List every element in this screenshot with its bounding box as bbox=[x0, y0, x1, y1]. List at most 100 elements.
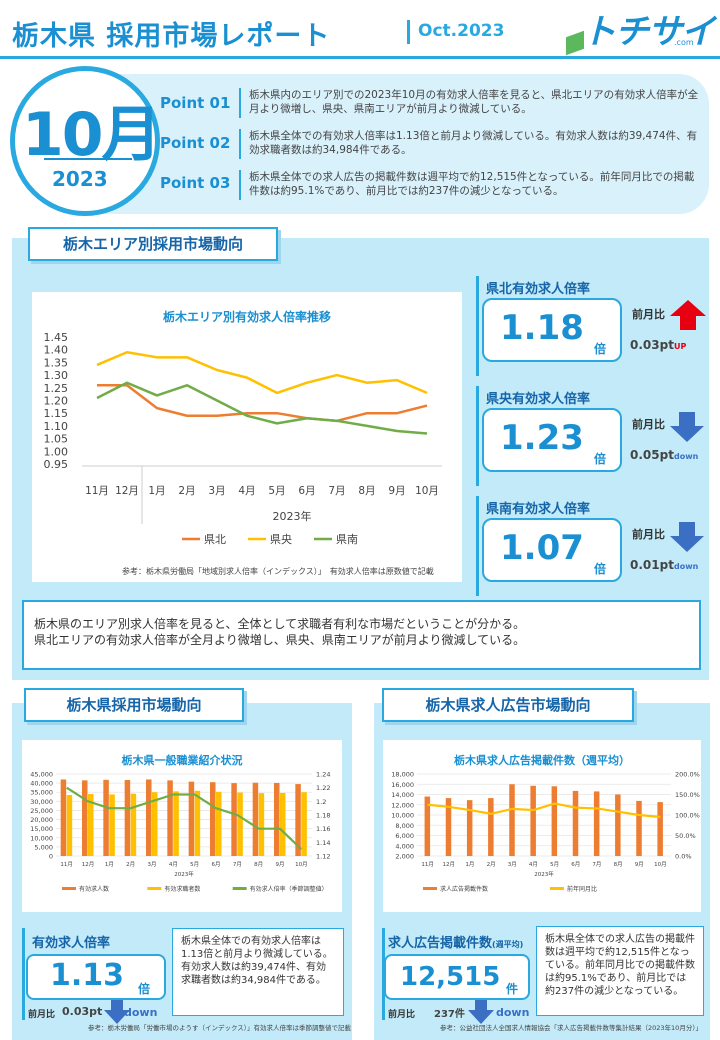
x-tick-label: 4月 bbox=[529, 861, 538, 868]
bar bbox=[88, 794, 94, 856]
y-tick-label: 1.40 bbox=[44, 344, 69, 357]
x-axis-label: 2023年 bbox=[174, 870, 194, 878]
kpi-value: 1.07 bbox=[500, 528, 584, 568]
x-tick-label: 9月 bbox=[635, 861, 644, 868]
x-tick-label: 12月 bbox=[115, 485, 139, 497]
kpi-mom-value: 0.05pt bbox=[630, 448, 674, 462]
y-tick-label: 1.05 bbox=[44, 433, 69, 446]
ads-kpi-unit: 件 bbox=[506, 982, 519, 996]
x-tick-label: 3月 bbox=[508, 861, 517, 868]
area-chart-source: 参考：栃木県労働局「地域別求人倍率（インデックス）」 有効求人倍率は原数値で記載 bbox=[122, 567, 434, 576]
employment-note: 栃木県全体での有効求人倍率は1.13倍と前月より微減している。有効求人数は約39… bbox=[172, 928, 344, 1016]
x-tick-label: 7月 bbox=[592, 861, 601, 868]
y-tick-label: 12,000 bbox=[391, 801, 414, 809]
y-tick-label: 1.45 bbox=[44, 331, 69, 344]
x-tick-label: 5月 bbox=[190, 861, 199, 868]
month-year: 2023 bbox=[52, 167, 108, 191]
bar bbox=[66, 794, 73, 856]
ads-kpi-box: 12,515 件 bbox=[384, 954, 530, 1000]
kpi-accent-bar bbox=[476, 386, 479, 486]
legend-swatch bbox=[62, 887, 76, 890]
kpi-mom-label: 前月比 bbox=[632, 418, 665, 431]
ads-kpi-value: 12,515 bbox=[400, 962, 501, 992]
y2-tick-label: 200.0% bbox=[675, 771, 700, 779]
y-tick-label: 15,000 bbox=[30, 825, 53, 833]
x-tick-label: 4月 bbox=[169, 861, 178, 868]
series-line bbox=[97, 384, 428, 423]
kpi-mom-direction: UP bbox=[674, 342, 687, 351]
y-tick-label: 10,000 bbox=[30, 834, 53, 842]
y-tick-label: 1.15 bbox=[44, 407, 69, 420]
bar bbox=[173, 791, 179, 856]
kpi-title: 県央有効求人倍率 bbox=[486, 392, 591, 407]
point-label-1: Point 01 bbox=[160, 94, 231, 112]
bar bbox=[237, 792, 243, 856]
x-tick-label: 2月 bbox=[126, 861, 135, 868]
employment-chart-card: 栃木県一般職業紹介状況 45,000 40,000 35,000 30,000 25,0… bbox=[22, 740, 342, 912]
y2-tick-label: 1.12 bbox=[316, 853, 330, 861]
employment-mom-direction: down bbox=[124, 1006, 158, 1019]
area-summary-line-2: 県北エリアの有効求人倍率が全月より微増し、県央、県南エリアが前月より微減している… bbox=[34, 633, 526, 647]
y-tick-label: 30,000 bbox=[30, 798, 53, 806]
logo-text: トチサイ bbox=[582, 12, 715, 52]
x-tick-label: 9月 bbox=[276, 861, 285, 868]
header-underline bbox=[0, 56, 720, 59]
bar bbox=[216, 791, 222, 856]
bar bbox=[530, 785, 536, 856]
series-line bbox=[427, 802, 661, 819]
page-title: 栃木県 採用市場レポート bbox=[12, 21, 331, 52]
kpi-mom-value: 0.03pt bbox=[630, 338, 674, 352]
x-tick-label: 7月 bbox=[328, 485, 345, 497]
down-arrow-icon bbox=[670, 412, 704, 442]
bar bbox=[103, 779, 109, 856]
employment-kpi-title: 有効求人倍率 bbox=[32, 936, 111, 951]
bar bbox=[572, 790, 579, 856]
area-summary: 栃木県のエリア別求人倍率を見ると、全体として求職者有利な市場だということが分かる… bbox=[22, 600, 701, 670]
area-section-title: 栃木エリア別採用市場動向 bbox=[28, 227, 278, 261]
y-tick-label: 6,000 bbox=[395, 832, 414, 840]
y-tick-label: 8,000 bbox=[395, 822, 414, 830]
y-tick-label: 14,000 bbox=[391, 791, 414, 799]
employment-mom-value: 0.03pt bbox=[62, 1005, 103, 1018]
y-tick-label: 18,000 bbox=[391, 771, 414, 779]
employment-bar-chart: 45,00040,00035,00030,00025,00020,00015,0… bbox=[30, 771, 330, 894]
y-tick-label: 1.00 bbox=[44, 445, 69, 458]
bar bbox=[301, 792, 307, 856]
bar bbox=[210, 782, 216, 856]
area-line-chart: 1.451.401.351.301.251.201.151.101.051.00… bbox=[44, 331, 442, 546]
month-badge bbox=[10, 66, 160, 216]
bar bbox=[124, 780, 131, 856]
bar bbox=[167, 780, 173, 856]
y-tick-label: 2,000 bbox=[395, 853, 414, 861]
bar bbox=[188, 781, 195, 856]
y-tick-label: 4,000 bbox=[395, 842, 414, 850]
y2-tick-label: 0.0% bbox=[675, 853, 692, 861]
series-line bbox=[96, 350, 428, 395]
site-logo[interactable]: トチサイ .com bbox=[566, 6, 715, 56]
y-tick-label: 16,000 bbox=[391, 781, 414, 789]
x-tick-label: 6月 bbox=[571, 861, 580, 868]
y-tick-label: 1.10 bbox=[44, 420, 69, 433]
legend-label: 県北 bbox=[204, 533, 226, 546]
kpi-value: 1.23 bbox=[500, 418, 584, 458]
point-text-2: 栃木県全体での有効求人倍率は1.13倍と前月より微減している。有効求人数は約39… bbox=[249, 130, 698, 156]
kpi-mom-direction: down bbox=[674, 562, 699, 571]
employment-chart-title: 栃木県一般職業紹介状況 bbox=[121, 754, 243, 767]
legend-label: 有効求人倍率（季節調整値） bbox=[250, 885, 328, 893]
x-tick-label: 8月 bbox=[614, 861, 623, 868]
y-tick-label: 1.35 bbox=[44, 356, 69, 369]
header-divider bbox=[407, 20, 410, 44]
x-tick-label: 10月 bbox=[415, 485, 439, 497]
x-tick-label: 2月 bbox=[178, 485, 195, 497]
kpi-value-box: 1.07 倍 bbox=[482, 518, 622, 582]
area-chart-card: 栃木エリア別有効求人倍率推移 1.45 1.40 1.35 1.30 1.25 1.20 1… bbox=[32, 292, 462, 582]
employment-kpi-unit: 倍 bbox=[138, 982, 151, 996]
month-divider bbox=[44, 158, 132, 160]
ads-mom-value: 237件 bbox=[434, 1009, 465, 1020]
point-divider-1 bbox=[239, 88, 241, 118]
bar bbox=[295, 784, 301, 856]
x-tick-label: 3月 bbox=[208, 485, 225, 497]
report-date: Oct.2023 bbox=[418, 21, 505, 41]
bar bbox=[60, 779, 67, 856]
y-tick-label: 5,000 bbox=[34, 843, 53, 851]
